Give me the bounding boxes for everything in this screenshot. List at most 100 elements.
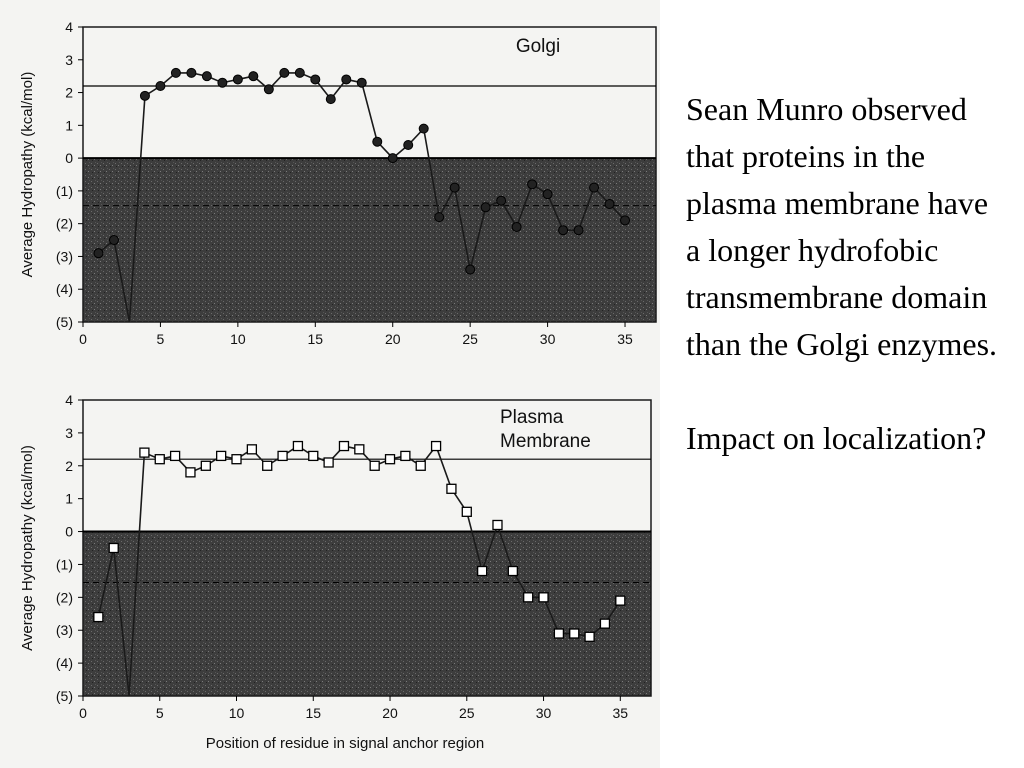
y-tick-label: 4 (65, 19, 73, 35)
x-tick-label: 25 (462, 331, 478, 347)
data-point (496, 195, 507, 206)
data-point (542, 189, 553, 200)
data-point (492, 519, 503, 531)
plot-frame (82, 26, 657, 323)
data-point (341, 74, 352, 85)
y-axis-label: Average Hydropathy (kcal/mol) (19, 445, 36, 651)
membrane-shading (83, 531, 651, 696)
data-point (415, 460, 426, 471)
data-point (584, 631, 595, 642)
x-tick-label: 10 (230, 331, 246, 347)
data-point (604, 199, 615, 209)
x-axis-label: Position of residue in signal anchor reg… (206, 735, 485, 752)
data-point (384, 454, 396, 465)
data-point (372, 136, 383, 147)
slide-text: Sean Munro observed that proteins in the… (686, 86, 1006, 462)
data-point (200, 460, 211, 471)
x-tick-label: 0 (79, 331, 87, 347)
data-point (511, 221, 522, 232)
data-point (589, 182, 600, 193)
data-point (387, 153, 398, 164)
chart-title: Golgi (516, 36, 560, 57)
membrane-shading (83, 158, 656, 322)
chart-title: Membrane (500, 431, 591, 452)
data-point (573, 225, 584, 236)
data-point (449, 182, 460, 193)
x-tick-label: 5 (156, 705, 164, 721)
data-point (294, 67, 305, 78)
data-point (201, 71, 212, 82)
figure-panel: 4 3 2 1 0 (1) (2) (3) (4) (5) 0 5 10 15 20 25 30 35 Averag… (0, 0, 660, 768)
y-tick-label: 1 (65, 491, 73, 507)
y-tick-label: 4 (65, 392, 73, 408)
data-point (169, 450, 181, 462)
data-point (93, 611, 104, 623)
data-point (155, 81, 166, 91)
data-point (446, 483, 457, 494)
data-point (248, 71, 259, 82)
data-point (430, 440, 442, 452)
data-point (558, 225, 569, 236)
x-tick-label: 5 (157, 331, 165, 347)
data-point (434, 212, 445, 223)
y-tick-label: (5) (56, 314, 73, 330)
y-tick-label: (3) (56, 248, 73, 264)
data-point (310, 74, 321, 85)
data-point (217, 77, 228, 88)
x-tick-label: 25 (459, 705, 475, 721)
x-tick-label: 30 (540, 331, 556, 347)
data-point (170, 67, 181, 78)
y-tick-label: 3 (65, 425, 73, 441)
data-point (154, 454, 165, 465)
y-tick-label: (1) (56, 556, 73, 572)
x-tick-label: 20 (382, 705, 398, 721)
data-point (186, 67, 197, 78)
data-point (139, 90, 150, 101)
data-point (569, 628, 580, 639)
data-point (108, 542, 119, 554)
data-point (231, 454, 242, 465)
data-point (615, 595, 626, 606)
data-point (480, 202, 491, 213)
y-tick-label: (4) (56, 655, 73, 671)
data-point (139, 447, 150, 458)
data-point (308, 450, 319, 462)
y-tick-label: (2) (56, 216, 73, 232)
data-point (108, 235, 119, 246)
y-tick-label: 2 (65, 458, 73, 474)
x-tick-label: 20 (385, 331, 401, 347)
y-tick-label: (5) (56, 688, 73, 704)
y-tick-label: (4) (56, 281, 73, 297)
data-point (338, 440, 350, 452)
data-point (216, 450, 227, 462)
plot-frame (82, 399, 652, 697)
data-point (325, 94, 336, 105)
data-point (599, 618, 611, 629)
data-point (185, 467, 196, 478)
data-point (538, 592, 549, 603)
data-point (292, 440, 304, 452)
y-tick-label: 2 (65, 85, 73, 101)
data-point (465, 264, 476, 275)
data-point (356, 77, 367, 88)
data-point (461, 506, 472, 517)
slide-body-text: Sean Munro observed that proteins in the… (686, 91, 998, 362)
data-point (277, 450, 288, 462)
data-point (262, 460, 273, 471)
data-point (279, 67, 290, 78)
y-tick-label: (1) (56, 183, 73, 199)
data-point (553, 628, 565, 639)
data-point (620, 215, 631, 226)
y-tick-label: (2) (56, 589, 73, 605)
data-point (400, 450, 411, 462)
x-tick-label: 30 (536, 705, 552, 721)
data-point (507, 565, 518, 577)
data-point (523, 592, 534, 603)
y-tick-label: 0 (65, 150, 73, 166)
data-point (323, 457, 334, 468)
data-point (403, 140, 414, 150)
y-tick-label: 3 (65, 52, 73, 68)
data-point (246, 444, 258, 455)
y-tick-label: (3) (56, 622, 73, 638)
